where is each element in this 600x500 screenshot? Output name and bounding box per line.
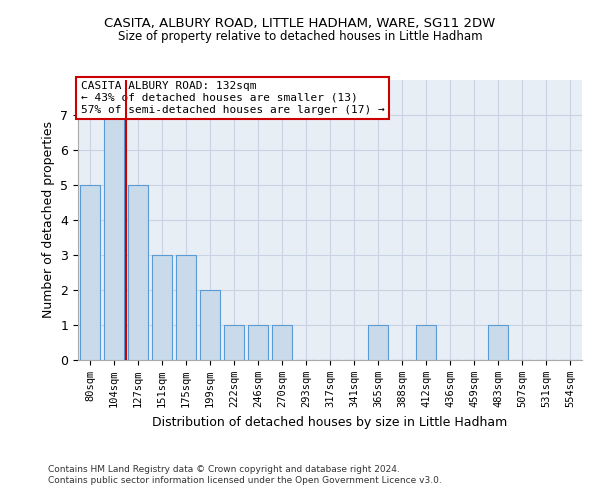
Bar: [176, 255, 196, 360]
X-axis label: Distribution of detached houses by size in Little Hadham: Distribution of detached houses by size …: [152, 416, 508, 428]
Bar: [368, 325, 388, 360]
Bar: [248, 325, 268, 360]
Y-axis label: Number of detached properties: Number of detached properties: [42, 122, 55, 318]
Bar: [152, 255, 172, 360]
Text: Size of property relative to detached houses in Little Hadham: Size of property relative to detached ho…: [118, 30, 482, 43]
Text: CASITA, ALBURY ROAD, LITTLE HADHAM, WARE, SG11 2DW: CASITA, ALBURY ROAD, LITTLE HADHAM, WARE…: [104, 18, 496, 30]
Bar: [416, 325, 436, 360]
Text: Contains HM Land Registry data © Crown copyright and database right 2024.: Contains HM Land Registry data © Crown c…: [48, 465, 400, 474]
Bar: [272, 325, 292, 360]
Bar: [104, 115, 124, 360]
Text: CASITA ALBURY ROAD: 132sqm
← 43% of detached houses are smaller (13)
57% of semi: CASITA ALBURY ROAD: 132sqm ← 43% of deta…: [80, 82, 384, 114]
Bar: [224, 325, 244, 360]
Bar: [200, 290, 220, 360]
Bar: [488, 325, 508, 360]
Text: Contains public sector information licensed under the Open Government Licence v3: Contains public sector information licen…: [48, 476, 442, 485]
Bar: [128, 185, 148, 360]
Bar: [80, 185, 100, 360]
